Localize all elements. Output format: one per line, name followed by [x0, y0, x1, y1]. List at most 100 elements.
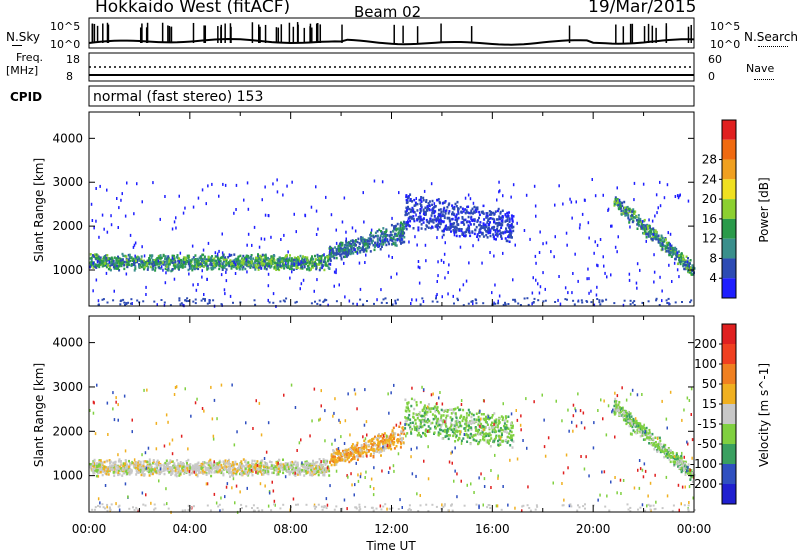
power-cell	[250, 260, 253, 263]
velocity-cell	[194, 472, 197, 475]
power-cell	[399, 234, 402, 238]
power-cell	[146, 259, 149, 263]
power-cell	[258, 266, 260, 269]
velocity-cell	[126, 472, 129, 476]
power-cell	[187, 256, 190, 259]
power-cell	[653, 270, 656, 274]
power-cell	[263, 263, 266, 266]
power-cell	[443, 201, 446, 204]
power-cell	[313, 264, 316, 268]
power-cell	[496, 198, 498, 202]
power-cell	[290, 257, 293, 260]
power-cell	[260, 266, 263, 270]
power-cell	[207, 256, 210, 259]
power-cell	[443, 260, 445, 264]
velocity-cell	[206, 461, 209, 465]
power-cell	[186, 254, 189, 258]
velocity-cell	[178, 474, 181, 477]
velocity-cell	[265, 462, 268, 465]
power-cell	[116, 257, 119, 260]
power-cell	[537, 299, 540, 302]
velocity-cell	[123, 468, 126, 471]
power-cell	[264, 213, 267, 217]
power-cell	[544, 299, 547, 302]
power-cell	[158, 266, 161, 270]
power-cell	[678, 256, 681, 259]
power-cell	[329, 255, 332, 258]
power-cell	[94, 265, 97, 269]
velocity-cell	[307, 469, 310, 473]
power-cell	[670, 255, 673, 258]
power-cell	[668, 253, 671, 257]
velocity-cell	[270, 464, 273, 467]
power-cell	[437, 212, 440, 216]
velocity-cell	[213, 467, 216, 470]
velocity-cell	[128, 468, 131, 472]
power-cell	[406, 207, 409, 211]
velocity-cell	[93, 462, 95, 465]
velocity-cell	[216, 465, 219, 469]
velocity-cell	[167, 466, 170, 469]
power-cell	[335, 252, 338, 256]
power-cell	[293, 212, 295, 216]
velocity-cell	[196, 469, 199, 472]
velocity-cell	[184, 465, 187, 469]
power-cell	[346, 248, 348, 252]
power-cell	[303, 259, 306, 262]
power-cell	[299, 262, 302, 266]
power-cell	[496, 218, 498, 221]
power-cell	[349, 252, 352, 256]
power-cell	[511, 236, 513, 239]
velocity-cell	[281, 464, 284, 468]
velocity-cell	[140, 473, 143, 477]
power-cell	[260, 256, 262, 260]
power-cell	[321, 263, 324, 267]
power-cell	[658, 304, 661, 306]
velocity-cell	[117, 469, 120, 472]
power-cell	[476, 235, 479, 238]
velocity-cell	[379, 447, 382, 450]
power-cell	[310, 268, 312, 271]
power-cell	[142, 300, 145, 303]
power-cell	[475, 225, 478, 229]
power-cell	[187, 258, 190, 262]
power-cell	[509, 218, 511, 222]
power-cell	[446, 228, 449, 231]
power-cell	[356, 246, 359, 250]
velocity-cell	[148, 468, 151, 471]
power-cell	[185, 258, 188, 261]
power-cell	[197, 267, 200, 271]
power-cell	[293, 256, 296, 259]
power-cell	[473, 205, 476, 209]
power-cell	[649, 226, 652, 230]
velocity-cell	[304, 470, 307, 473]
velocity-cell	[286, 470, 289, 473]
velocity-cell	[358, 454, 361, 457]
velocity-cell	[218, 464, 221, 467]
velocity-cell	[275, 469, 278, 472]
power-cell	[567, 291, 569, 295]
velocity-cell	[218, 461, 221, 464]
power-cell	[451, 212, 453, 216]
velocity-cell	[141, 469, 144, 472]
power-cell	[95, 187, 97, 190]
power-cell	[404, 222, 406, 226]
power-cell	[648, 225, 651, 228]
power-cell	[666, 302, 669, 304]
power-cell	[167, 265, 170, 268]
power-cell	[485, 214, 488, 218]
velocity-cell	[221, 466, 224, 469]
power-cell	[334, 246, 337, 249]
velocity-cell	[354, 444, 357, 448]
velocity-cell	[227, 469, 230, 472]
power-cell	[653, 253, 655, 257]
power-cell	[263, 259, 266, 263]
power-cell	[95, 254, 98, 258]
power-cell	[261, 198, 263, 202]
power-cell	[465, 220, 468, 224]
velocity-cell	[171, 469, 174, 473]
power-cell	[619, 202, 622, 206]
noise-right-tick-high: 10^5	[710, 20, 741, 33]
power-cell	[469, 234, 472, 238]
velocity-cell	[381, 436, 384, 440]
